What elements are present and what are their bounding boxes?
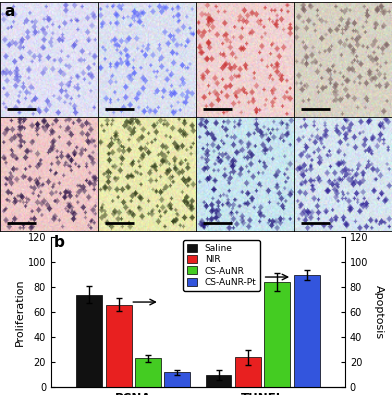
Title: Saline: Saline: [33, 0, 65, 1]
Title: CS-AuNR: CS-AuNR: [223, 0, 267, 1]
Bar: [135, 358, 161, 387]
Title: NIR: NIR: [138, 0, 156, 1]
Bar: [264, 282, 290, 387]
Bar: [76, 295, 102, 387]
Bar: [294, 275, 320, 387]
Y-axis label: Apoptosis: Apoptosis: [374, 285, 384, 339]
Y-axis label: Proliferation: Proliferation: [15, 278, 25, 346]
Title: CS-AuNR-Pt: CS-AuNR-Pt: [313, 0, 373, 1]
Text: a: a: [4, 4, 14, 19]
Bar: [235, 357, 261, 387]
Bar: [106, 305, 132, 387]
Text: b: b: [54, 235, 65, 250]
Bar: [165, 372, 191, 387]
Bar: [205, 374, 231, 387]
Legend: Saline, NIR, CS-AuNR, CS-AuNR-Pt: Saline, NIR, CS-AuNR, CS-AuNR-Pt: [183, 240, 260, 291]
